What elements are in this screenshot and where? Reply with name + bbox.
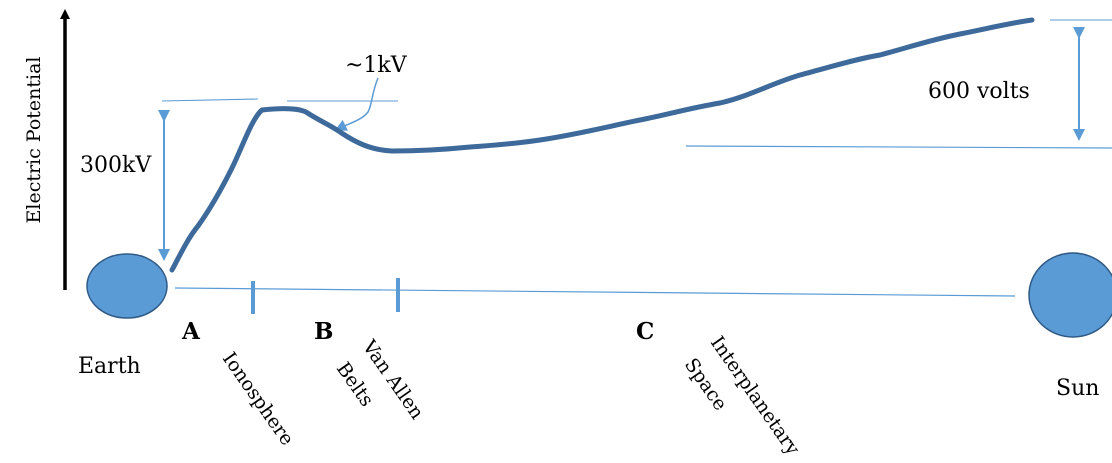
- region-a-name-line1: Ionosphere: [218, 348, 298, 449]
- guide-top-300kv: [161, 98, 259, 102]
- label-300kv: 300kV: [80, 153, 152, 178]
- label-sun: Sun: [1056, 376, 1099, 401]
- earth-icon: [86, 253, 168, 319]
- label-1kv: ~1kV: [345, 53, 408, 78]
- baseline: [174, 287, 1016, 297]
- region-c-letter: C: [636, 318, 654, 345]
- sun-icon: [1028, 252, 1112, 338]
- potential-curve: [169, 17, 1035, 273]
- guide-bottom-600v: [685, 145, 1112, 149]
- region-a-letter: A: [181, 318, 201, 345]
- y-axis-label: Electric Potential: [23, 57, 45, 224]
- label-600v: 600 volts: [928, 79, 1030, 104]
- label-earth: Earth: [78, 354, 141, 379]
- region-b-name-line1: Van Allen: [357, 335, 428, 423]
- callout-1kv: [334, 77, 379, 131]
- region-b-letter: B: [314, 318, 333, 345]
